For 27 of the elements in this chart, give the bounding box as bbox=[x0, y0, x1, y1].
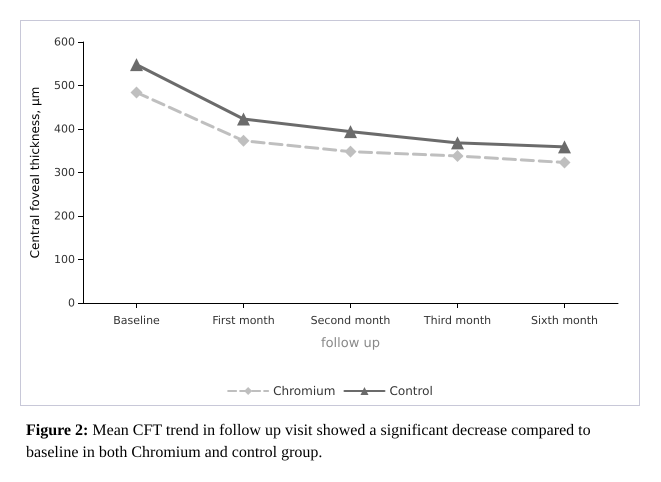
point bbox=[344, 146, 356, 158]
y-tick-label: 500 bbox=[54, 79, 75, 92]
y-tick-label: 100 bbox=[54, 253, 75, 266]
point bbox=[130, 58, 143, 72]
point bbox=[344, 125, 357, 138]
point bbox=[237, 112, 250, 126]
x-tick-label: Baseline bbox=[113, 314, 160, 327]
point bbox=[452, 150, 464, 162]
caption: Figure 2: Mean CFT trend in follow up visit showed a significant decrease compared to baseline in both Chromium and control group. bbox=[26, 421, 592, 463]
y-tick-label: 600 bbox=[54, 36, 75, 48]
point bbox=[130, 86, 142, 98]
x-tick-label: Third month bbox=[422, 314, 492, 327]
x-tick-label: Sixth month bbox=[530, 314, 598, 327]
legend-label: Control bbox=[389, 384, 433, 398]
point bbox=[558, 156, 570, 168]
x-tick-label: First month bbox=[212, 314, 275, 327]
point bbox=[451, 136, 464, 150]
point bbox=[238, 134, 250, 147]
y-axis-title: Central foveal thickness, µm bbox=[28, 86, 42, 258]
x-tick-label: Second month bbox=[310, 314, 390, 327]
point bbox=[558, 140, 571, 154]
y-tick-label: 300 bbox=[54, 166, 75, 179]
y-tick-label: 0 bbox=[68, 296, 75, 310]
y-tick-label: 200 bbox=[54, 210, 75, 222]
x-axis-title: follow up bbox=[321, 336, 380, 351]
legend-label: Chromium bbox=[273, 384, 336, 398]
y-tick-label: 400 bbox=[54, 122, 75, 136]
